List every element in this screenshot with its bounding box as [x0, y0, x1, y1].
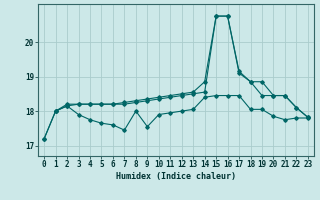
X-axis label: Humidex (Indice chaleur): Humidex (Indice chaleur): [116, 172, 236, 181]
